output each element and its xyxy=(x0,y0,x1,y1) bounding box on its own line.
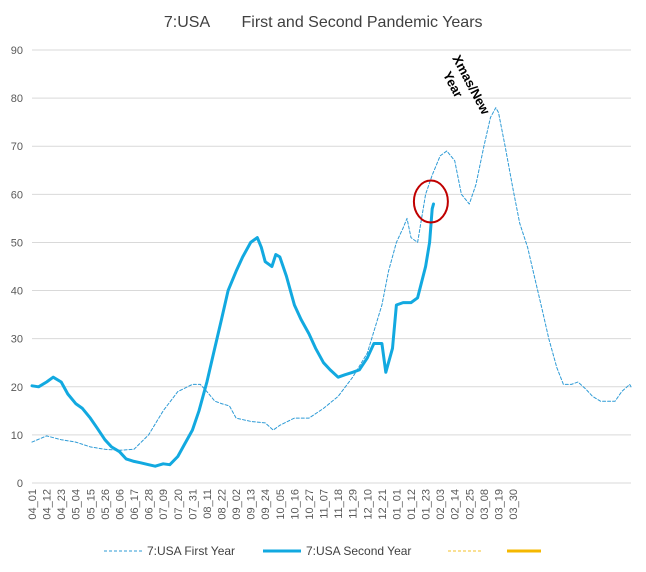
series-line-second-year xyxy=(30,202,435,468)
x-tick-label: 02_25 xyxy=(464,489,476,520)
x-tick-label: 02_03 xyxy=(435,489,447,520)
x-tick-label: 10_27 xyxy=(304,489,316,520)
x-tick-label: 04_23 xyxy=(56,489,68,520)
annotation: Xmas/New Year xyxy=(412,52,494,224)
y-tick-label: 30 xyxy=(11,334,23,346)
y-tick-label: 10 xyxy=(11,430,23,442)
grid xyxy=(32,49,631,484)
x-tick-label: 08_22 xyxy=(217,489,229,520)
x-tick-label: 12_10 xyxy=(362,489,374,520)
chart-title-right: First and Second Pandemic Years xyxy=(241,14,482,31)
y-tick-label: 40 xyxy=(11,286,23,298)
x-tick-label: 10_16 xyxy=(289,489,301,520)
x-tick-label: 07_31 xyxy=(187,489,199,520)
legend: 7:USA First Year 7:USA Second Year xyxy=(104,544,541,558)
x-tick-label: 04_12 xyxy=(42,489,54,520)
y-tick-label: 0 xyxy=(17,478,23,490)
x-tick-label: 03_19 xyxy=(493,489,505,520)
y-tick-label: 20 xyxy=(11,382,23,394)
x-tick-label: 09_24 xyxy=(260,489,272,520)
y-tick-label: 70 xyxy=(11,141,23,153)
x-tick-label: 07_20 xyxy=(173,489,185,520)
y-axis: 0 10 20 30 40 50 60 70 80 90 xyxy=(11,45,23,490)
x-tick-label: 11_07 xyxy=(319,489,331,519)
y-tick-label: 60 xyxy=(11,189,23,201)
x-axis: 04_01 04_12 04_23 05_04 05_15 05_26 06_06 06_17… xyxy=(27,489,520,520)
x-tick-label: 04_01 xyxy=(27,489,39,520)
x-tick-label: 01_23 xyxy=(421,489,433,520)
chart-title-left: 7:USA xyxy=(164,14,211,31)
y-tick-label: 90 xyxy=(11,45,23,57)
x-tick-label: 06_28 xyxy=(144,489,156,520)
legend-label: 7:USA Second Year xyxy=(306,544,411,558)
x-tick-label: 09_02 xyxy=(231,489,243,520)
x-tick-label: 01_12 xyxy=(406,489,418,520)
y-tick-label: 50 xyxy=(11,237,23,249)
series-line-first-year xyxy=(31,107,632,451)
x-tick-label: 01_01 xyxy=(391,489,403,520)
x-tick-label: 05_26 xyxy=(100,489,112,520)
x-tick-label: 08_11 xyxy=(202,489,214,519)
x-tick-label: 09_13 xyxy=(246,489,258,520)
x-tick-label: 07_09 xyxy=(158,489,170,520)
x-tick-label: 05_15 xyxy=(85,489,97,520)
annotation-circle xyxy=(412,179,449,224)
x-tick-label: 11_18 xyxy=(333,489,345,519)
x-tick-label: 12_21 xyxy=(377,489,389,520)
x-tick-label: 06_17 xyxy=(129,489,141,520)
plot-area xyxy=(30,107,632,468)
x-tick-label: 05_04 xyxy=(71,489,83,520)
legend-label: 7:USA First Year xyxy=(147,544,235,558)
x-tick-label: 03_30 xyxy=(508,489,520,520)
x-tick-label: 10_05 xyxy=(275,489,287,520)
x-tick-label: 11_29 xyxy=(348,489,360,519)
x-tick-label: 03_08 xyxy=(479,489,491,520)
x-tick-label: 02_14 xyxy=(450,489,462,520)
x-tick-label: 06_06 xyxy=(114,489,126,520)
y-tick-label: 80 xyxy=(11,93,23,105)
